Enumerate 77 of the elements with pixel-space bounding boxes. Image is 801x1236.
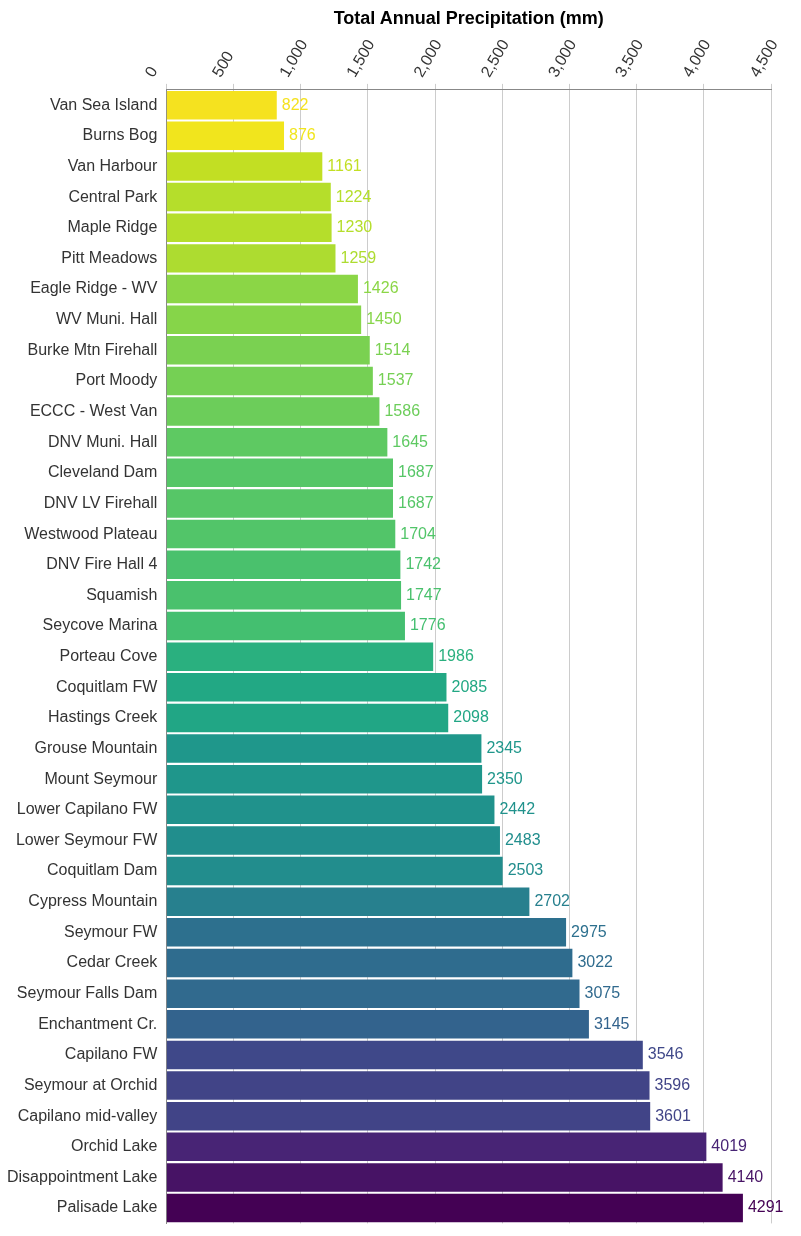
y-tick-label: Orchid Lake <box>71 1137 158 1155</box>
y-tick-label: Palisade Lake <box>56 1198 158 1216</box>
y-tick-label: Lower Capilano FW <box>16 800 159 818</box>
y-tick-label: Van Harbour <box>67 156 158 174</box>
data-label: 3601 <box>655 1106 691 1124</box>
data-label: 1687 <box>398 463 434 481</box>
y-tick-label: Seycove Marina <box>42 616 158 634</box>
y-tick-label: ECCC - West Van <box>29 401 158 419</box>
y-tick-label: Seymour at Orchid <box>23 1075 158 1093</box>
data-label: 2350 <box>487 769 523 787</box>
y-tick-label: Capilano mid-valley <box>17 1106 158 1124</box>
x-tick-label: 500 <box>208 48 237 80</box>
y-tick-label: Westwood Plateau <box>24 524 158 542</box>
y-tick-label: Cypress Mountain <box>28 892 158 910</box>
data-label: 2442 <box>499 800 536 818</box>
y-tick-label: Porteau Cove <box>59 647 158 665</box>
y-tick-label: Seymour Falls Dam <box>16 984 158 1002</box>
data-label: 1161 <box>327 156 362 174</box>
x-tick-label: 0 <box>141 63 161 80</box>
data-label: 822 <box>281 95 309 113</box>
data-label: 4140 <box>727 1167 764 1185</box>
data-label: 1687 <box>398 493 434 511</box>
y-tick-label: Maple Ridge <box>67 218 158 236</box>
data-label: 4019 <box>711 1137 748 1155</box>
y-tick-label: WV Muni. Hall <box>55 310 158 328</box>
y-tick-label: DNV Muni. Hall <box>47 432 158 450</box>
y-tick-label: Burns Bog <box>82 126 158 144</box>
data-label: 1776 <box>409 616 446 634</box>
data-label: 1450 <box>366 310 402 328</box>
y-tick-label: DNV LV Firehall <box>43 493 158 511</box>
y-tick-label: Central Park <box>68 187 159 205</box>
y-tick-label: Seymour FW <box>63 922 159 940</box>
data-label: 1986 <box>438 647 474 665</box>
data-label: 3596 <box>654 1075 691 1093</box>
y-tick-label: Grouse Mountain <box>34 738 158 756</box>
y-tick-label: Squamish <box>86 585 158 603</box>
data-label: 1224 <box>335 187 372 205</box>
y-tick-label: Mount Seymour <box>44 769 158 787</box>
data-label: 1426 <box>362 279 399 297</box>
y-tick-label: DNV Fire Hall 4 <box>46 555 158 573</box>
data-label: 2085 <box>451 677 488 695</box>
y-tick-label: Eagle Ridge - WV <box>30 279 158 297</box>
data-label: 2702 <box>534 892 571 910</box>
data-label: 1742 <box>405 555 442 573</box>
y-tick-label: Cleveland Dam <box>47 463 158 481</box>
data-label: 2975 <box>571 922 607 940</box>
data-label: 2345 <box>486 738 523 756</box>
y-tick-label: Van Sea Island <box>49 95 158 113</box>
data-label: 1704 <box>400 524 436 542</box>
y-tick-label: Port Moody <box>75 371 158 389</box>
data-label: 2483 <box>504 830 541 848</box>
data-label: 2503 <box>507 861 544 879</box>
y-tick-label: Lower Seymour FW <box>15 830 159 848</box>
y-tick-label: Hastings Creek <box>47 708 159 726</box>
y-tick-label: Burke Mtn Firehall <box>27 340 158 358</box>
data-label: 1645 <box>392 432 429 450</box>
y-tick-label: Enchantment Cr. <box>38 1014 158 1032</box>
y-tick-label: Coquitlam Dam <box>47 861 158 879</box>
data-label: 3145 <box>593 1014 630 1032</box>
y-tick-label: Coquitlam FW <box>55 677 159 695</box>
x-axis-title: Total Annual Precipitation (mm) <box>333 7 604 28</box>
data-label: 3546 <box>647 1045 684 1063</box>
data-label: 1230 <box>336 218 373 236</box>
data-label: 876 <box>289 126 316 144</box>
y-tick-label: Disappointment Lake <box>7 1167 158 1185</box>
data-label: 1537 <box>377 371 414 389</box>
y-tick-label: Capilano FW <box>64 1045 159 1063</box>
data-label: 4291 <box>747 1198 784 1216</box>
data-label: 1747 <box>406 585 442 603</box>
data-label: 2098 <box>453 708 489 726</box>
y-tick-label: Cedar Creek <box>66 953 159 971</box>
data-label: 3075 <box>584 984 621 1002</box>
data-label: 1586 <box>384 401 421 419</box>
data-label: 3022 <box>577 953 614 971</box>
data-label: 1514 <box>374 340 411 358</box>
data-label: 1259 <box>340 248 377 266</box>
y-tick-label: Pitt Meadows <box>61 248 158 266</box>
